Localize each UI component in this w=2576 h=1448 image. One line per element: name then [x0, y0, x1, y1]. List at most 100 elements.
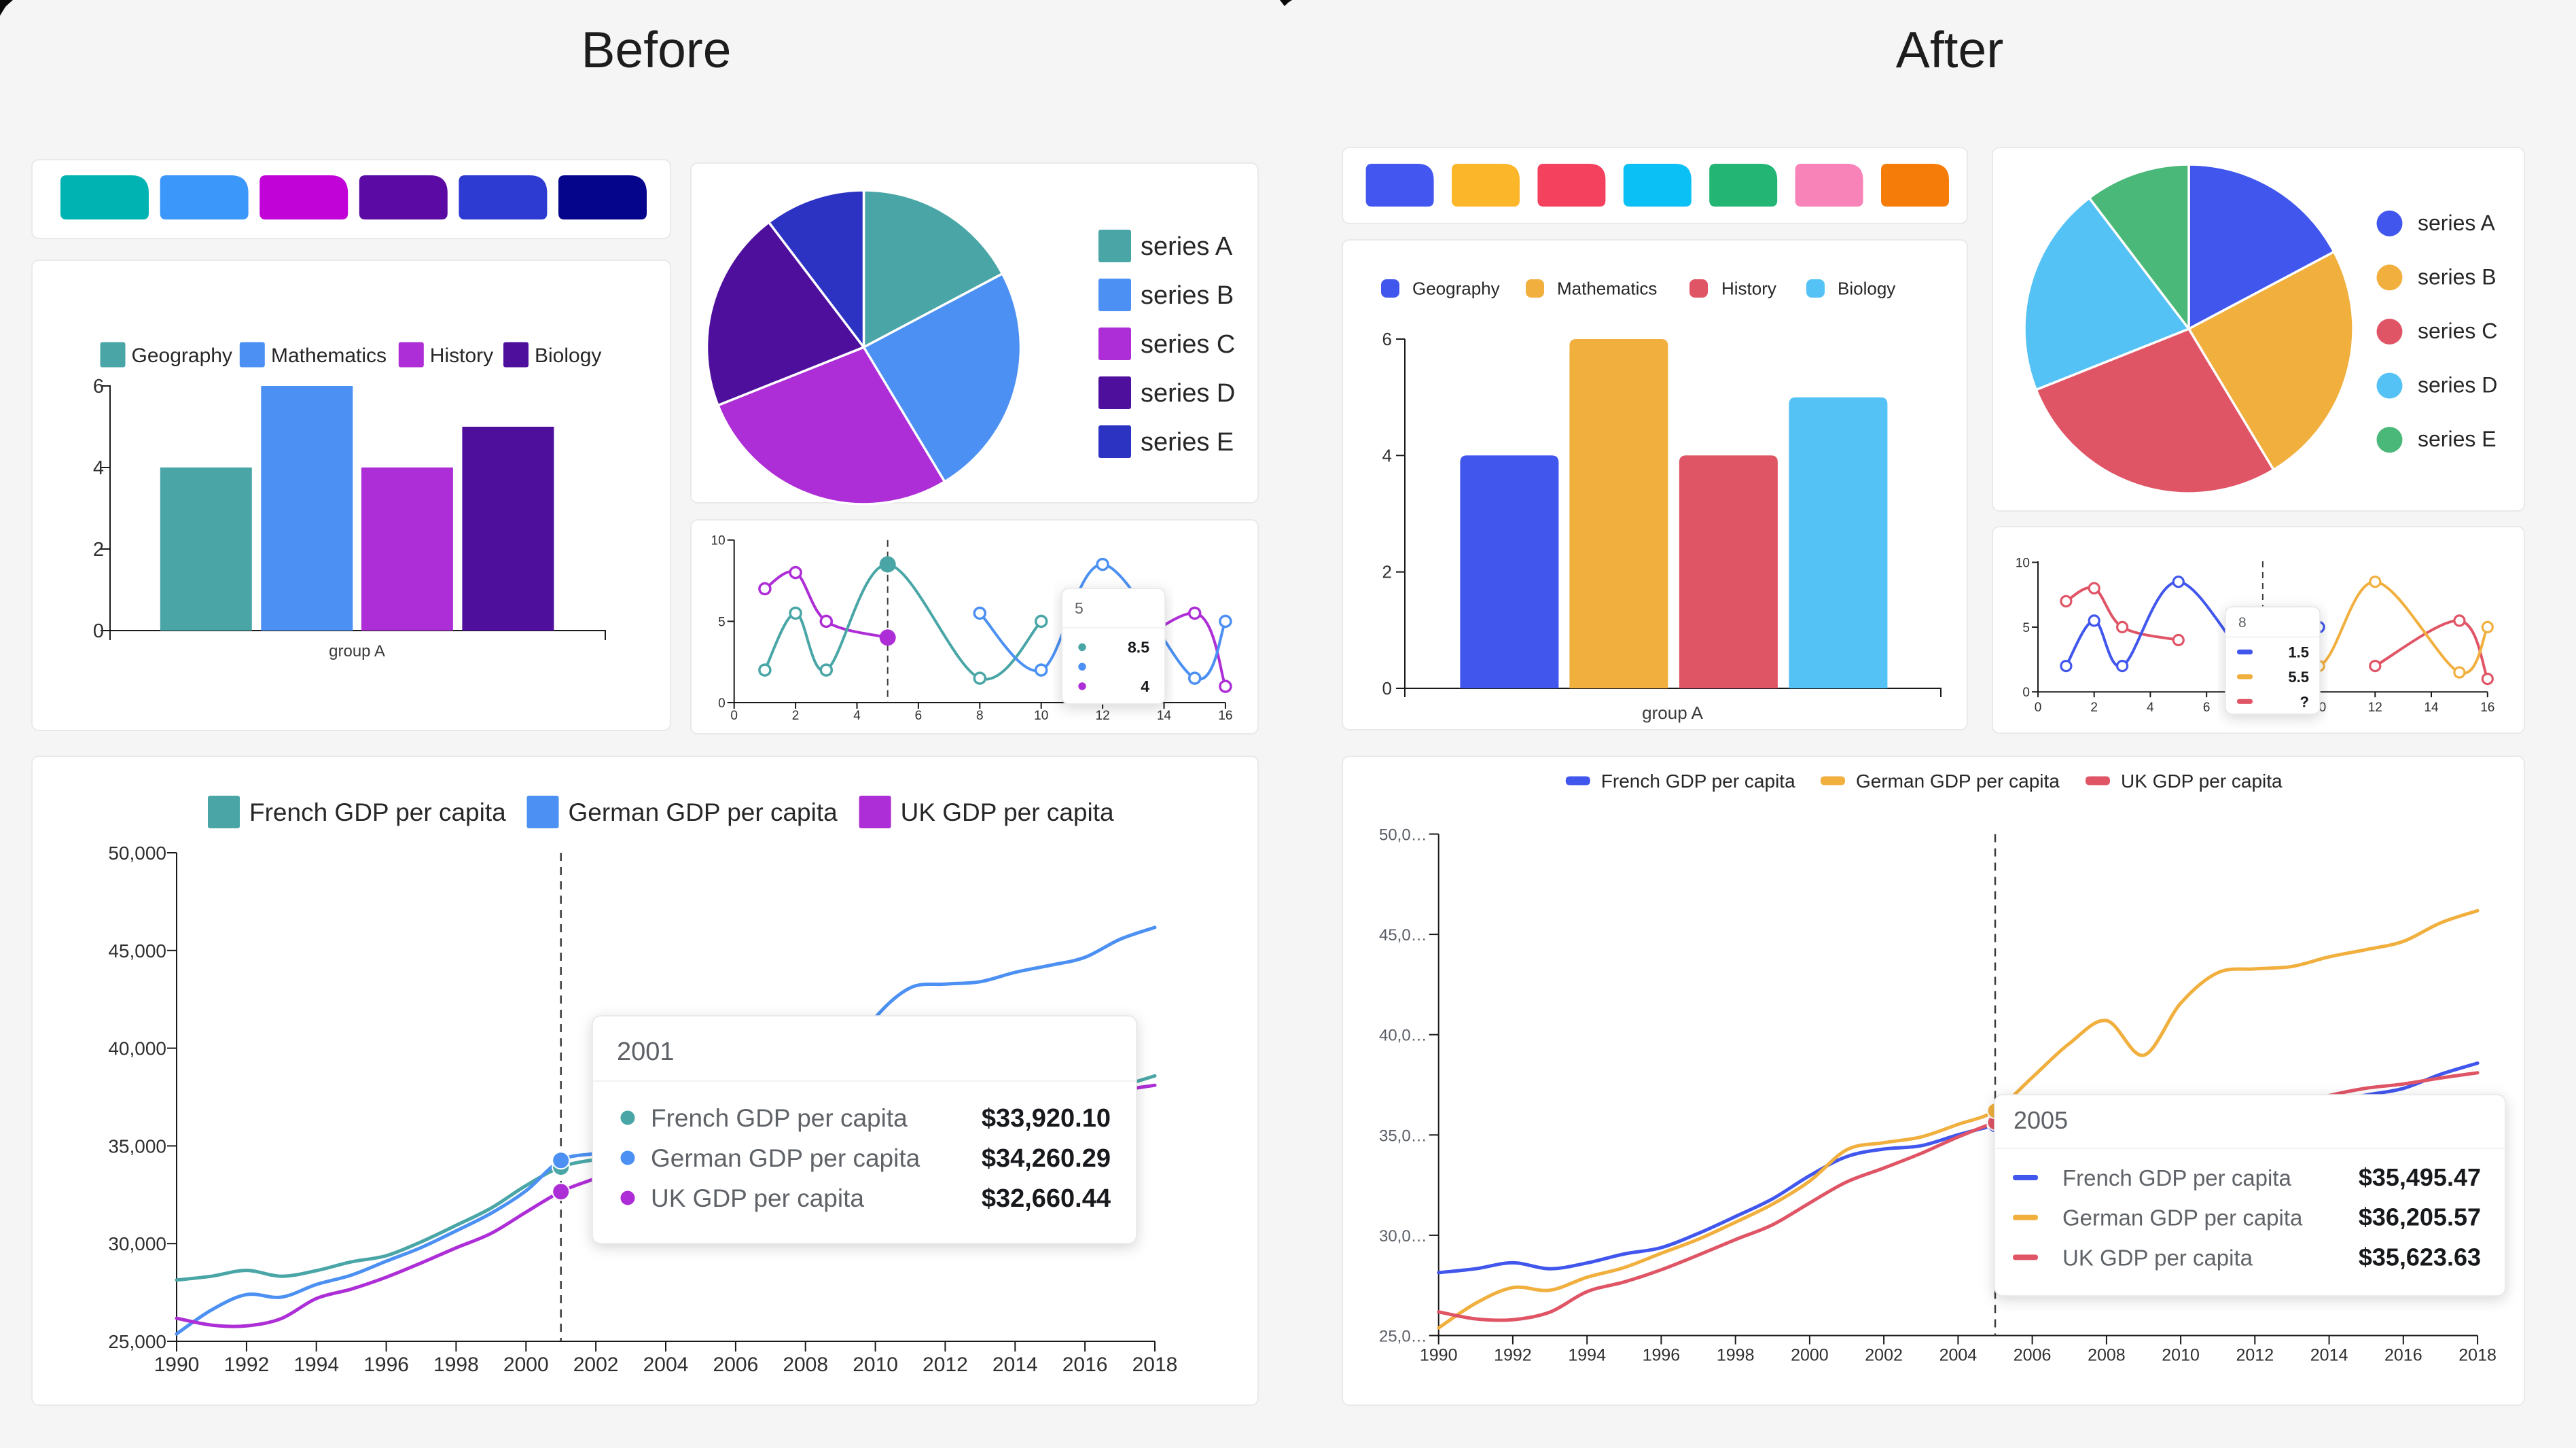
svg-text:1992: 1992: [224, 1354, 270, 1376]
svg-text:6: 6: [2203, 701, 2211, 715]
svg-text:4: 4: [1382, 445, 1392, 465]
svg-text:series E: series E: [2418, 427, 2497, 451]
svg-text:1.5: 1.5: [2288, 644, 2309, 661]
svg-text:30,000: 30,000: [108, 1233, 166, 1254]
svg-text:4: 4: [853, 709, 861, 723]
svg-text:45,000: 45,000: [108, 940, 166, 961]
svg-text:0: 0: [730, 709, 738, 723]
svg-text:series A: series A: [2418, 211, 2495, 235]
svg-text:10: 10: [711, 534, 726, 548]
svg-text:German GDP per capita: German GDP per capita: [569, 798, 838, 826]
svg-text:6: 6: [915, 709, 923, 723]
svg-text:50,000: 50,000: [108, 843, 166, 864]
svg-text:1994: 1994: [293, 1354, 339, 1376]
svg-text:2000: 2000: [1791, 1346, 1829, 1365]
svg-text:series A: series A: [1141, 232, 1233, 261]
svg-text:1996: 1996: [363, 1354, 409, 1376]
svg-text:1998: 1998: [433, 1354, 479, 1376]
svg-text:Biology: Biology: [535, 345, 601, 367]
svg-text:2: 2: [792, 709, 800, 723]
svg-text:group A: group A: [329, 642, 385, 660]
svg-text:2005: 2005: [2014, 1106, 2068, 1134]
svg-text:5: 5: [1075, 599, 1084, 617]
svg-text:series E: series E: [1141, 428, 1234, 457]
svg-text:series B: series B: [2418, 264, 2497, 289]
svg-text:2006: 2006: [713, 1354, 759, 1376]
svg-text:2008: 2008: [2088, 1346, 2126, 1365]
svg-text:10: 10: [2016, 557, 2030, 571]
svg-text:UK GDP per capita: UK GDP per capita: [2062, 1245, 2253, 1270]
svg-text:8.5: 8.5: [1128, 639, 1149, 656]
svg-text:2016: 2016: [1062, 1354, 1108, 1376]
svg-text:series C: series C: [1141, 330, 1235, 359]
svg-text:1994: 1994: [1568, 1346, 1606, 1365]
svg-text:8: 8: [976, 709, 984, 723]
svg-text:UK GDP per capita: UK GDP per capita: [2121, 771, 2283, 792]
svg-text:$32,660.44: $32,660.44: [982, 1184, 1111, 1213]
svg-text:2018: 2018: [2458, 1346, 2497, 1365]
svg-text:35,000: 35,000: [108, 1135, 166, 1156]
svg-text:0: 0: [2035, 701, 2042, 715]
svg-text:2: 2: [1382, 562, 1392, 582]
svg-text:4: 4: [2147, 701, 2154, 715]
svg-text:25,0…: 25,0…: [1379, 1328, 1427, 1346]
svg-text:14: 14: [2424, 701, 2439, 715]
svg-text:2002: 2002: [573, 1354, 619, 1376]
svg-text:14: 14: [1157, 709, 1172, 723]
svg-text:$34,260.29: $34,260.29: [982, 1144, 1111, 1173]
svg-text:2014: 2014: [2310, 1346, 2348, 1365]
svg-text:1990: 1990: [154, 1354, 200, 1376]
svg-text:German GDP per capita: German GDP per capita: [1856, 771, 2060, 792]
svg-text:UK GDP per capita: UK GDP per capita: [901, 798, 1114, 826]
svg-text:50,0…: 50,0…: [1379, 826, 1427, 845]
svg-text:UK GDP per capita: UK GDP per capita: [651, 1184, 864, 1212]
svg-text:Mathematics: Mathematics: [1557, 279, 1657, 299]
svg-text:2010: 2010: [2162, 1346, 2200, 1365]
svg-text:5: 5: [718, 615, 726, 629]
svg-text:5.5: 5.5: [2288, 669, 2309, 686]
svg-text:0: 0: [2022, 686, 2030, 700]
svg-text:2001: 2001: [617, 1038, 675, 1066]
svg-text:2008: 2008: [783, 1354, 828, 1376]
svg-text:Biology: Biology: [1838, 279, 1895, 299]
svg-text:2018: 2018: [1132, 1354, 1178, 1376]
svg-text:8: 8: [2238, 615, 2247, 631]
svg-text:French GDP per capita: French GDP per capita: [249, 798, 506, 826]
svg-text:0: 0: [93, 620, 104, 642]
svg-text:2002: 2002: [1865, 1346, 1903, 1365]
svg-text:45,0…: 45,0…: [1379, 926, 1427, 944]
svg-text:2006: 2006: [2014, 1346, 2052, 1365]
svg-text:2000: 2000: [503, 1354, 549, 1376]
svg-text:2014: 2014: [992, 1354, 1038, 1376]
svg-text:group A: group A: [1642, 703, 1703, 723]
svg-text:German GDP per capita: German GDP per capita: [2062, 1205, 2303, 1231]
svg-text:2012: 2012: [923, 1354, 968, 1376]
svg-text:2010: 2010: [853, 1354, 898, 1376]
svg-text:Before: Before: [582, 21, 732, 78]
svg-text:1992: 1992: [1494, 1346, 1532, 1365]
svg-text:1990: 1990: [1420, 1346, 1458, 1365]
svg-text:After: After: [1896, 21, 2003, 78]
svg-text:2: 2: [2090, 701, 2098, 715]
svg-text:French GDP per capita: French GDP per capita: [651, 1104, 908, 1132]
svg-text:Geography: Geography: [132, 345, 232, 367]
svg-text:$36,205.57: $36,205.57: [2359, 1203, 2481, 1231]
svg-text:30,0…: 30,0…: [1379, 1227, 1427, 1246]
svg-text:6: 6: [1382, 329, 1392, 349]
svg-text:?: ?: [2300, 693, 2309, 710]
svg-text:2016: 2016: [2384, 1346, 2422, 1365]
svg-text:2004: 2004: [643, 1354, 689, 1376]
svg-text:16: 16: [1218, 709, 1232, 723]
svg-text:series D: series D: [2418, 373, 2497, 398]
svg-text:$33,920.10: $33,920.10: [982, 1104, 1111, 1133]
svg-text:$35,623.63: $35,623.63: [2359, 1243, 2481, 1271]
svg-text:series D: series D: [1141, 379, 1235, 408]
svg-text:40,000: 40,000: [108, 1038, 166, 1059]
svg-text:4: 4: [1141, 677, 1149, 695]
svg-text:0: 0: [718, 696, 726, 711]
svg-text:16: 16: [2480, 701, 2494, 715]
svg-text:40,0…: 40,0…: [1379, 1027, 1427, 1045]
svg-text:12: 12: [1096, 709, 1110, 723]
svg-text:10: 10: [1034, 709, 1048, 723]
svg-text:series C: series C: [2418, 319, 2497, 343]
